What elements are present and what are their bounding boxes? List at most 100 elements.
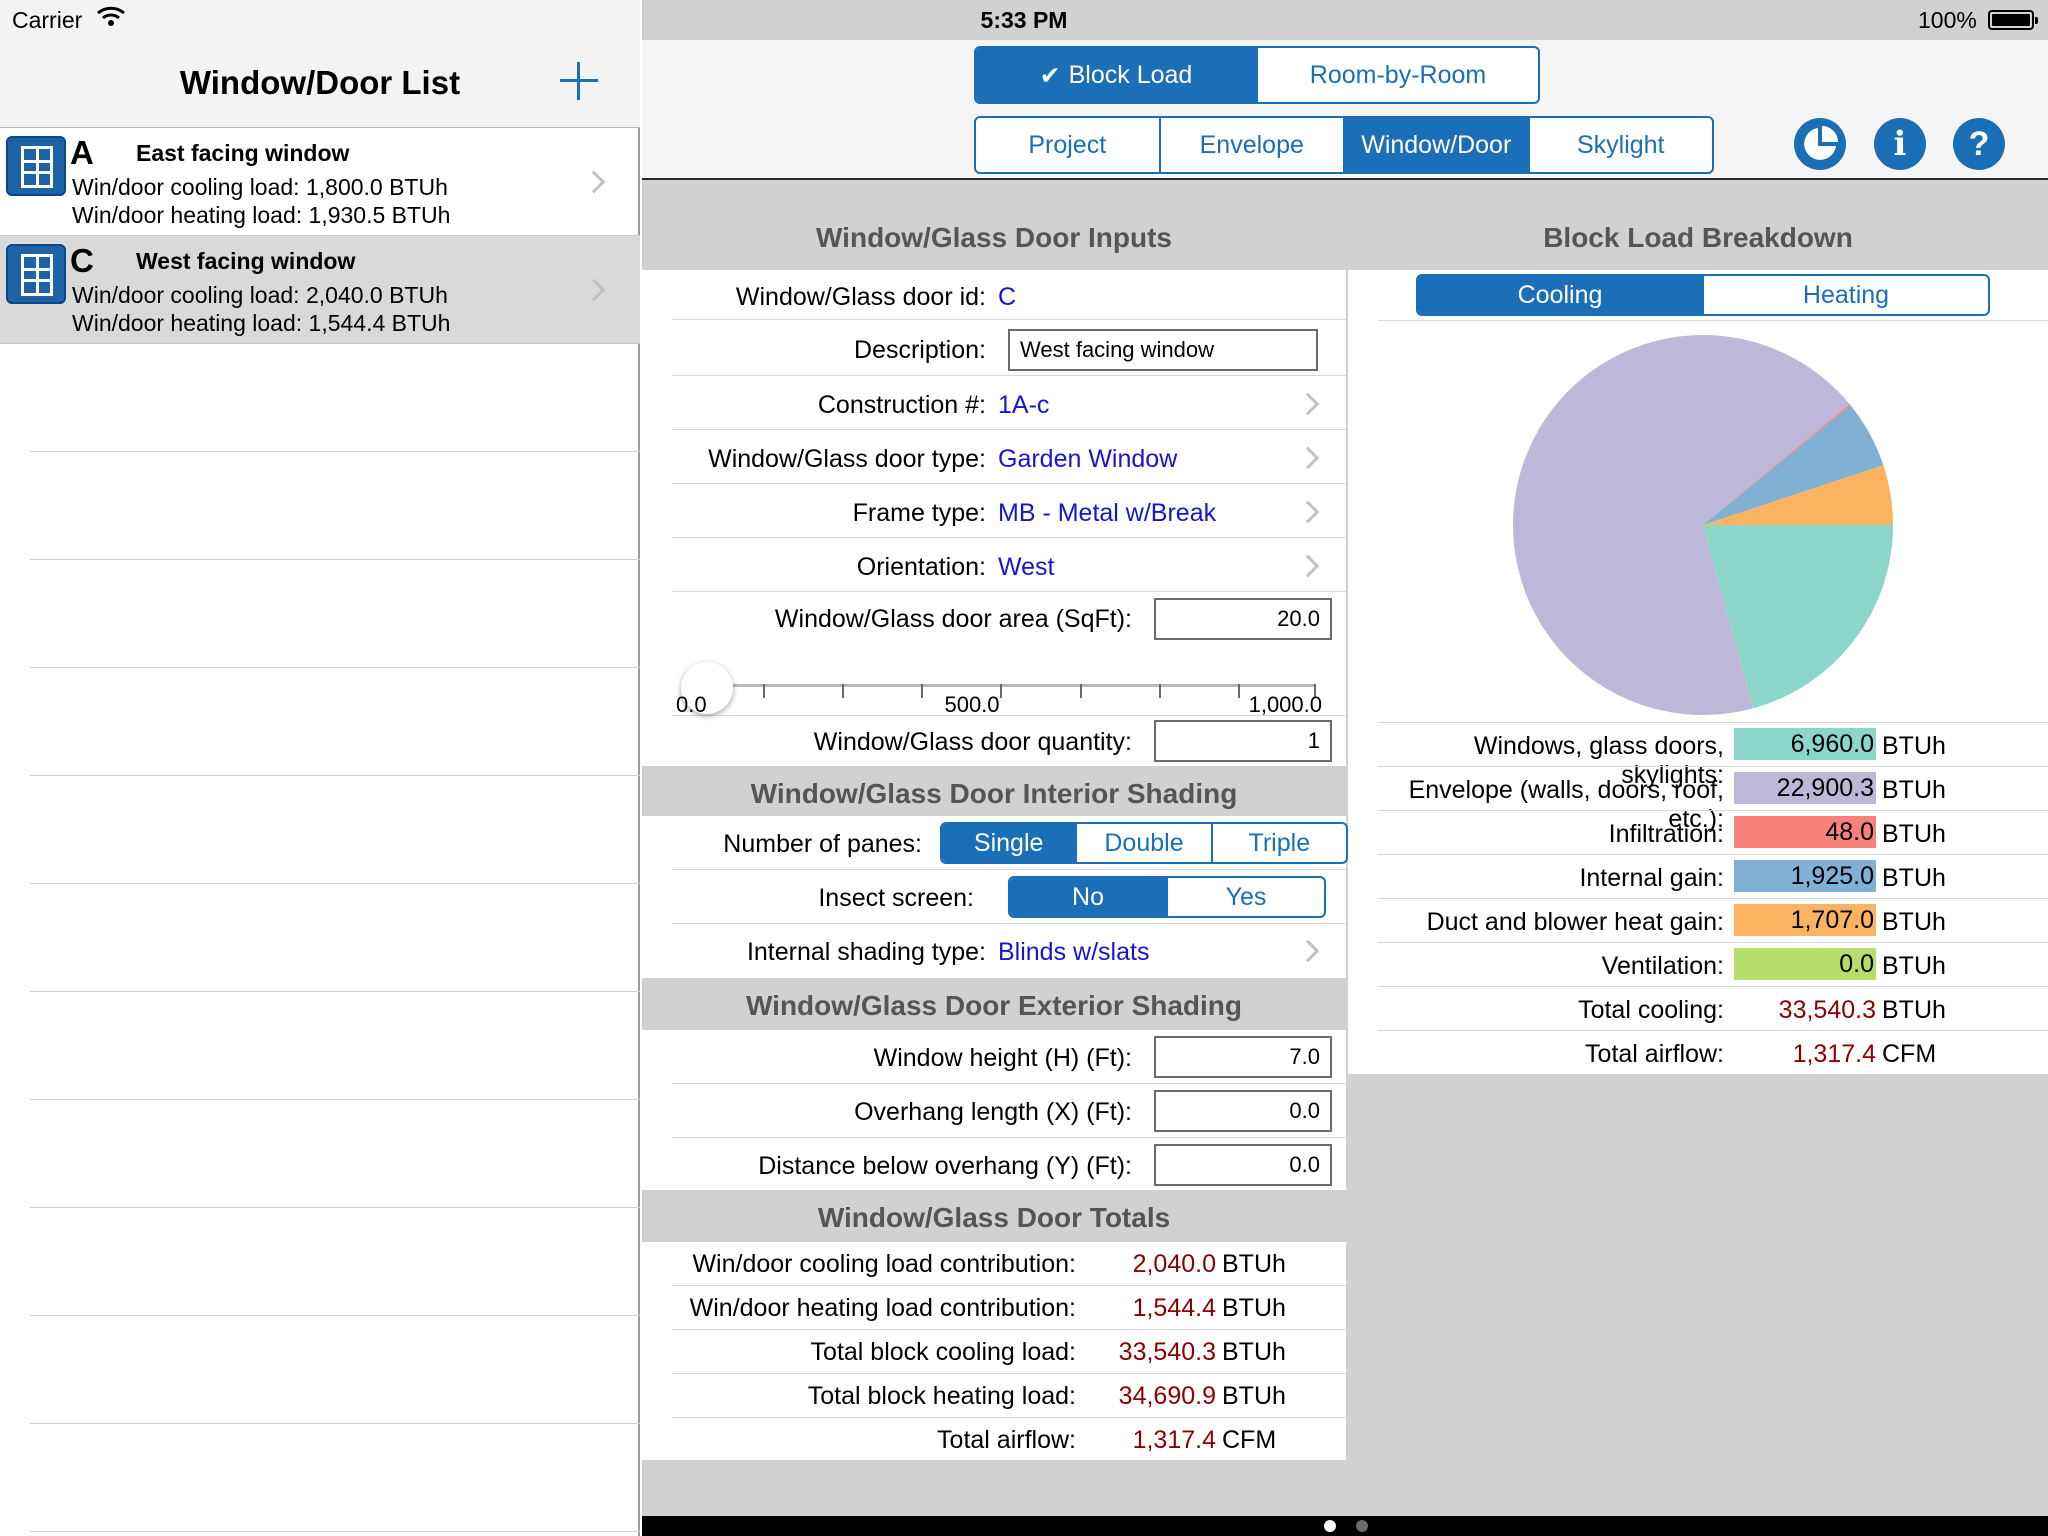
item-heating-load: Win/door heating load: 1,544.4 BTUh (72, 310, 451, 336)
item-name: East facing window (136, 140, 350, 166)
frame-type-label: Frame type: (852, 499, 986, 527)
tab-cooling[interactable]: Cooling (1418, 276, 1702, 314)
pie-slice-duct-and-blower-heat-gain (1703, 465, 1893, 525)
breakdown-value-swatch: 1,925.0 (1734, 860, 1876, 892)
panes-row: Number of panes: Single Double Triple (672, 816, 1348, 870)
slider-tick (1159, 684, 1161, 698)
page-control[interactable] (642, 1516, 2048, 1536)
pie-slice-envelope-walls-doors-roof-etc (1513, 335, 1850, 715)
construction-label: Construction #: (817, 391, 986, 419)
carrier-label: Carrier (12, 7, 83, 33)
orientation-label: Orientation: (856, 553, 986, 581)
panes-label: Number of panes: (723, 830, 922, 858)
construction-row[interactable]: Construction #: 1A-c (672, 376, 1346, 430)
window-list-item-c[interactable]: C West facing window Win/door cooling lo… (0, 236, 640, 344)
info-icon[interactable]: i (1874, 118, 1926, 170)
list-separator (30, 1315, 640, 1316)
totals-unit: CFM (1222, 1426, 1277, 1454)
breakdown-label: Internal gain: (1579, 864, 1724, 892)
construction-value: 1A-c (998, 391, 1050, 419)
pie-chart-icon[interactable] (1794, 118, 1846, 170)
tab-block-load[interactable]: ✔ Block Load (976, 48, 1256, 102)
section-segmented-control: Project Envelope Window/Door Skylight (974, 116, 1714, 174)
totals-header: Window/Glass Door Totals (642, 1196, 1346, 1240)
chevron-right-icon (1296, 500, 1320, 524)
frame-type-value: MB - Metal w/Break (998, 499, 1217, 527)
overhang-length-label: Overhang length (X) (Ft): (854, 1098, 1132, 1126)
breakdown-unit: BTUh (1882, 776, 1946, 804)
quantity-field[interactable]: 1 (1154, 720, 1332, 762)
frame-type-row[interactable]: Frame type: MB - Metal w/Break (672, 484, 1346, 538)
list-separator (30, 1099, 640, 1100)
breakdown-label: Ventilation: (1601, 952, 1724, 980)
panes-segmented-control: Single Double Triple (940, 822, 1348, 864)
area-field[interactable]: 20.0 (1154, 598, 1332, 640)
slider-tick (842, 684, 844, 698)
slider-tick (1238, 684, 1240, 698)
description-field[interactable]: West facing window (1008, 329, 1318, 371)
panes-single[interactable]: Single (942, 824, 1076, 862)
panes-double[interactable]: Double (1075, 824, 1210, 862)
slider-mid-label: 500.0 (944, 692, 1000, 717)
exterior-shading-header: Window/Glass Door Exterior Shading (642, 984, 1346, 1028)
breakdown-label: Windows, glass doors, skylights: (1473, 732, 1724, 789)
breakdown-row: Total cooling: 33,540.3 BTUh (1378, 986, 2048, 1030)
breakdown-unit: BTUh (1882, 820, 1946, 848)
tab-window-door[interactable]: Window/Door (1343, 118, 1528, 172)
breakdown-total-value: 33,540.3 (1778, 996, 1876, 1024)
tab-skylight[interactable]: Skylight (1527, 118, 1713, 172)
totals-unit: BTUh (1222, 1294, 1286, 1322)
breakdown-value-swatch: 1,707.0 (1734, 904, 1876, 936)
area-slider-thumb[interactable] (680, 662, 733, 714)
pie-slice-infiltration (1703, 404, 1851, 525)
internal-shading-row[interactable]: Internal shading type: Blinds w/slats (672, 924, 1346, 978)
insect-screen-no[interactable]: No (1010, 878, 1166, 916)
inputs-section-header: Window/Glass Door Inputs (642, 222, 1346, 254)
insect-screen-row: Insect screen: No Yes (672, 870, 1346, 924)
totals-value: 34,690.9 (1118, 1382, 1216, 1410)
window-height-field[interactable]: 7.0 (1154, 1036, 1332, 1078)
insect-screen-yes[interactable]: Yes (1166, 878, 1324, 916)
add-window-button[interactable] (560, 62, 598, 100)
totals-label: Total airflow: (937, 1426, 1076, 1454)
window-icon (6, 136, 66, 196)
orientation-row[interactable]: Orientation: West (672, 538, 1346, 592)
door-type-label: Window/Glass door type: (708, 445, 986, 473)
totals-label: Win/door cooling load contribution: (692, 1250, 1076, 1278)
window-list-item-a[interactable]: A East facing window Win/door cooling lo… (0, 128, 640, 236)
breakdown-unit: BTUh (1882, 952, 1946, 980)
description-row: Description: West facing window (672, 320, 1346, 376)
battery-icon (1988, 10, 2038, 30)
slider-tick (921, 684, 923, 698)
totals-value: 1,544.4 (1132, 1294, 1216, 1322)
list-separator (30, 667, 640, 668)
breakdown-row: Envelope (walls, doors, roof, etc.): 22,9… (1378, 766, 2048, 833)
tab-heating[interactable]: Heating (1702, 276, 1988, 314)
list-separator (30, 1423, 640, 1424)
overhang-length-row: Overhang length (X) (Ft): 0.0 (672, 1084, 1346, 1138)
window-door-list-pane: Window/Door List A East facing window Wi… (0, 0, 640, 1536)
door-type-value: Garden Window (998, 445, 1178, 473)
breakdown-row: Total airflow: 1,317.4 CFM (1378, 1030, 2048, 1074)
block-load-pie-chart (1513, 335, 1893, 715)
help-icon[interactable]: ? (1953, 118, 2005, 170)
status-bar: Carrier 5:33 PM 100% (0, 0, 2048, 40)
panes-triple[interactable]: Triple (1210, 824, 1346, 862)
overhang-length-field[interactable]: 0.0 (1154, 1090, 1332, 1132)
window-height-label: Window height (H) (Ft): (873, 1044, 1132, 1072)
quantity-label: Window/Glass door quantity: (813, 728, 1132, 756)
tab-project[interactable]: Project (1028, 130, 1107, 159)
internal-shading-label: Internal shading type: (746, 938, 986, 966)
tab-room-by-room[interactable]: Room-by-Room (1256, 48, 1538, 102)
door-type-row[interactable]: Window/Glass door type: Garden Window (672, 430, 1346, 484)
list-separator (30, 1531, 640, 1532)
breakdown-header: Block Load Breakdown (1348, 222, 2048, 254)
slider-tick (1080, 684, 1082, 698)
overhang-distance-row: Distance below overhang (Y) (Ft): 0.0 (672, 1138, 1346, 1190)
breakdown-label: Total cooling: (1578, 996, 1724, 1024)
tab-envelope[interactable]: Envelope (1158, 118, 1344, 172)
overhang-distance-field[interactable]: 0.0 (1154, 1144, 1332, 1186)
totals-panel: Win/door cooling load contribution: 2,040… (642, 1242, 1346, 1460)
totals-value: 2,040.0 (1132, 1250, 1216, 1278)
window-icon (6, 244, 66, 304)
